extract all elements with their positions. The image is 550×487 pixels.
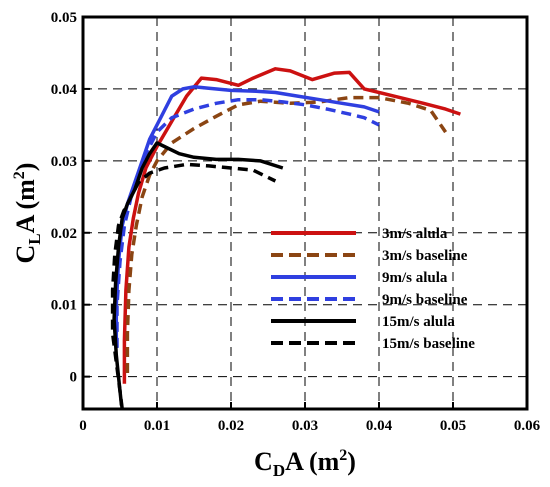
x-axis-title-sup: 2 [339, 447, 347, 464]
y-axis-title-end: ) [11, 163, 40, 172]
series-line-3 [114, 85, 380, 348]
y-axis-title-sub: L [25, 233, 44, 244]
series-line-5 [112, 141, 284, 406]
x-axis-title-sub: D [273, 461, 285, 480]
x-axis-title-rest: A (m [285, 447, 340, 476]
y-tick-label: 0 [70, 370, 78, 386]
y-tick-label: 0.05 [51, 10, 77, 26]
legend-label: 3m/s baseline [382, 248, 468, 264]
x-tick-label: 0.06 [514, 418, 541, 434]
tick-labels: 0 0.01 0.02 0.03 0.04 0.05 0.06 0 0.01 0.02 0.03 0.… [51, 10, 541, 434]
legend-label: 3m/s alula [382, 226, 448, 242]
x-tick-label: 0.01 [144, 418, 170, 434]
y-axis-title-rest: A (m [11, 179, 40, 234]
y-tick-label: 0.01 [51, 298, 77, 314]
x-tick-label: 0.02 [218, 418, 244, 434]
y-axis-title: CLA (m2) [11, 163, 44, 264]
axis-ticks [82, 16, 528, 409]
x-tick-label: 0.03 [292, 418, 318, 434]
x-axis-title: CDA (m2) [254, 447, 356, 480]
x-axis-title-end: ) [347, 447, 356, 476]
y-tick-label: 0.04 [51, 82, 78, 98]
y-axis-title-sup: 2 [11, 171, 28, 179]
legend: 3m/s alula 3m/s baseline 9m/s alula 9m/s ba… [271, 226, 475, 352]
series-line-2 [125, 95, 448, 373]
x-axis-title-main: C [254, 447, 273, 476]
x-tick-label: 0.05 [440, 418, 466, 434]
legend-label: 15m/s alula [382, 314, 455, 330]
series-lines [110, 67, 461, 410]
series-line-4 [115, 97, 380, 348]
series-line-6 [110, 162, 277, 410]
x-tick-label: 0 [79, 418, 87, 434]
legend-label: 15m/s baseline [382, 336, 475, 352]
x-tick-label: 0.04 [366, 418, 393, 434]
series-line-1 [122, 67, 461, 384]
legend-label: 9m/s baseline [382, 292, 468, 308]
y-axis-title-main: C [11, 245, 40, 264]
y-tick-label: 0.03 [51, 154, 77, 170]
legend-label: 9m/s alula [382, 270, 448, 286]
y-tick-label: 0.02 [51, 226, 77, 242]
